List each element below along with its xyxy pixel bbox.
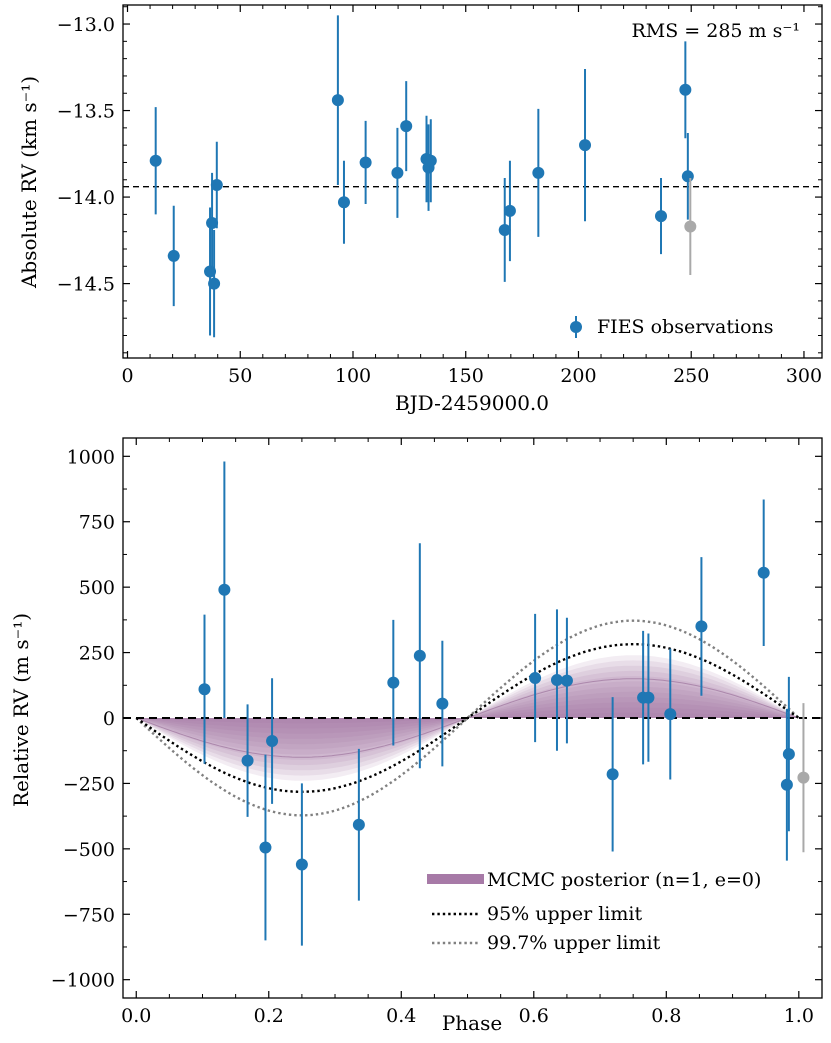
data-point <box>579 139 592 152</box>
legend-posterior-swatch <box>427 874 484 884</box>
data-point <box>331 94 344 107</box>
data-point <box>208 277 221 290</box>
data-point <box>210 178 223 191</box>
y-tick-label: 500 <box>79 577 115 599</box>
data-point <box>391 166 404 179</box>
data-point <box>413 649 426 662</box>
data-point <box>780 778 793 791</box>
data-point <box>681 170 694 183</box>
data-point <box>295 858 308 871</box>
data-point <box>560 674 573 687</box>
data-point <box>655 210 668 223</box>
top-data-points <box>149 15 697 338</box>
x-tick-label: 150 <box>448 365 484 387</box>
data-point <box>550 674 563 687</box>
data-point <box>532 166 545 179</box>
data-point <box>679 83 692 96</box>
bottom-legend: MCMC posterior (n=1, e=0) 95% upper limi… <box>427 869 761 954</box>
data-point <box>400 120 413 133</box>
data-point <box>498 223 511 236</box>
top-x-ticks: 0 50 100 150 200 250 300 <box>121 5 822 387</box>
y-tick-label: −500 <box>63 839 115 861</box>
data-point <box>606 768 619 781</box>
data-point <box>149 154 162 167</box>
x-tick-label: 0 <box>121 365 133 387</box>
bottom-x-ticks: 0.0 0.2 0.4 0.6 0.8 1.0 <box>121 438 814 1027</box>
data-point <box>359 156 372 169</box>
data-point <box>757 566 770 579</box>
legend-95-label: 95% upper limit <box>487 903 642 925</box>
y-tick-label: −250 <box>63 773 115 795</box>
data-point <box>241 754 254 767</box>
top-panel-absolute-rv: 0 50 100 150 200 250 300 −13.0−13.5−14.0−14.5 … <box>17 4 823 415</box>
data-point <box>664 708 677 721</box>
x-tick-label: 0.0 <box>121 1005 151 1027</box>
y-tick-label: 0 <box>103 708 115 730</box>
x-tick-label: 50 <box>228 365 252 387</box>
y-tick-label: −14.5 <box>57 274 115 296</box>
x-tick-label: 0.8 <box>651 1005 681 1027</box>
y-tick-label: −1000 <box>51 970 115 992</box>
data-point <box>167 249 180 262</box>
data-point <box>337 196 350 209</box>
data-point <box>259 841 272 854</box>
x-tick-label: 250 <box>673 365 709 387</box>
data-point <box>198 683 211 696</box>
top-axes-frame <box>122 4 823 359</box>
data-point <box>436 697 449 710</box>
bottom-panel-relative-rv: 0.0 0.2 0.4 0.6 0.8 1.0 1000 750 500 250 0 −250 −50… <box>9 437 823 1035</box>
x-tick-label: 200 <box>560 365 596 387</box>
legend-997-label: 99.7% upper limit <box>487 932 661 954</box>
bottom-y-axis-label: Relative RV (m s⁻¹) <box>9 613 33 807</box>
bottom-y-ticks: 1000 750 500 250 0 −250 −500 −750 −1000 <box>51 446 822 992</box>
rms-annotation: RMS = 285 m s⁻¹ <box>631 20 800 42</box>
x-tick-label: 0.2 <box>254 1005 284 1027</box>
y-tick-label: −14.0 <box>57 187 115 209</box>
y-tick-label: 250 <box>79 643 115 665</box>
top-y-ticks: −13.0 −13.5 −14.0 −14.5 <box>57 6 822 354</box>
x-tick-label: 100 <box>335 365 371 387</box>
y-tick-label: −13.0 <box>57 14 115 36</box>
data-point <box>503 204 516 217</box>
top-y-axis-label: Absolute RV (km s⁻¹) <box>17 76 41 289</box>
y-tick-label: −13.5 <box>57 101 115 123</box>
data-point <box>529 671 542 684</box>
y-tick-label: 750 <box>79 512 115 534</box>
x-tick-label: 300 <box>786 365 822 387</box>
data-point <box>782 748 795 761</box>
legend-fies-label: FIES observations <box>597 316 774 338</box>
x-tick-label: 1.0 <box>784 1005 814 1027</box>
excluded-data-point <box>797 771 810 784</box>
data-point <box>642 691 655 704</box>
legend-posterior-label: MCMC posterior (n=1, e=0) <box>487 869 761 891</box>
data-point <box>424 154 437 167</box>
top-x-axis-label: BJD-2459000.0 <box>395 391 549 415</box>
x-tick-label: 0.4 <box>386 1005 416 1027</box>
model-curves <box>123 619 822 817</box>
y-tick-label: 1000 <box>67 446 115 468</box>
data-point <box>387 676 400 689</box>
data-point <box>352 818 365 831</box>
data-point <box>266 735 279 748</box>
data-point <box>218 583 231 596</box>
data-point <box>206 217 219 230</box>
data-point <box>695 620 708 633</box>
y-tick-label: −750 <box>63 904 115 926</box>
bottom-x-axis-label: Phase <box>442 1011 502 1035</box>
excluded-data-point <box>684 220 697 233</box>
bottom-data-points <box>198 461 810 946</box>
legend-marker-point <box>570 321 582 333</box>
top-legend: FIES observations <box>570 316 774 338</box>
x-tick-label: 0.6 <box>519 1005 549 1027</box>
